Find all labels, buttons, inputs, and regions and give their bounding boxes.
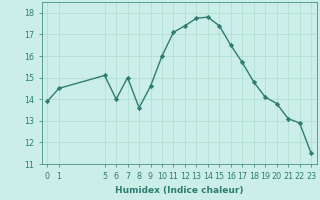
X-axis label: Humidex (Indice chaleur): Humidex (Indice chaleur) [115, 186, 244, 195]
